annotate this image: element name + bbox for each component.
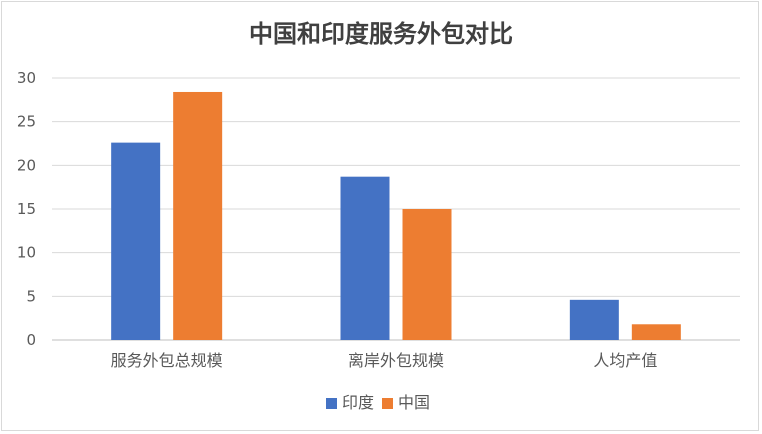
y-tick-label: 30 bbox=[17, 69, 36, 87]
legend-swatch bbox=[326, 398, 337, 409]
y-axis-ticks: 0 5 10 15 20 25 30 bbox=[17, 69, 36, 349]
x-category-label: 服务外包总规模 bbox=[111, 351, 223, 370]
bar-china-1 bbox=[402, 209, 452, 340]
y-tick-label: 25 bbox=[17, 113, 36, 131]
x-axis-labels: 服务外包总规模 离岸外包规模 人均产值 bbox=[111, 351, 658, 370]
y-tick-label: 10 bbox=[17, 244, 36, 262]
bar-china-2 bbox=[631, 324, 681, 340]
y-tick-label: 5 bbox=[26, 287, 36, 305]
y-tick-label: 20 bbox=[17, 156, 36, 174]
y-tick-label: 15 bbox=[17, 200, 36, 218]
y-tick-label: 0 bbox=[26, 331, 36, 349]
bars bbox=[111, 91, 681, 341]
chart-title: 中国和印度服务外包对比 bbox=[249, 20, 513, 48]
bar-india-2 bbox=[569, 299, 619, 340]
legend-swatch bbox=[382, 398, 393, 409]
bar-india-1 bbox=[340, 176, 390, 340]
legend-label: 印度 bbox=[342, 393, 374, 412]
x-category-label: 离岸外包规模 bbox=[348, 351, 444, 370]
bar-india-0 bbox=[111, 142, 161, 340]
legend-label: 中国 bbox=[398, 393, 430, 412]
gridlines bbox=[52, 77, 740, 341]
bar-china-0 bbox=[173, 91, 223, 341]
x-category-label: 人均产值 bbox=[593, 351, 657, 370]
legend: 印度 中国 bbox=[326, 393, 430, 412]
